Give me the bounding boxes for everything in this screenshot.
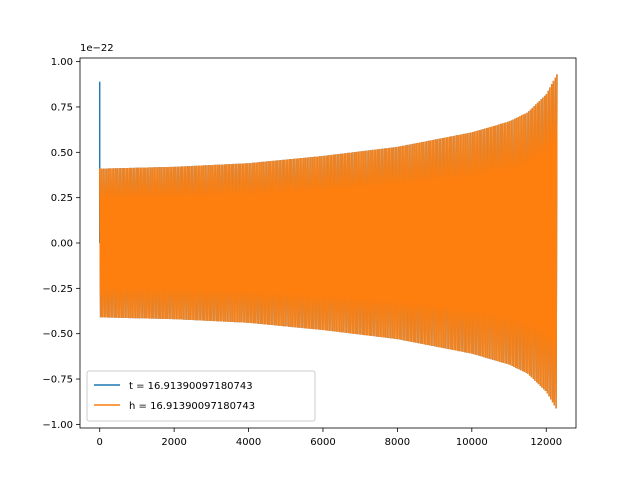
x-tick-label: 0 (97, 437, 103, 448)
y-tick-label: −0.25 (42, 284, 73, 295)
y-tick-label: 0.00 (51, 239, 73, 250)
y-tick-label: 0.50 (51, 148, 73, 159)
y-tick-label: −0.75 (42, 375, 73, 386)
y-axis-ticks: −1.00 −0.75 −0.50 −0.25 0.00 0.25 0.50 0.75 1.00 (42, 57, 80, 431)
y-tick-label: 0.75 (51, 102, 73, 113)
y-tick-label: −0.50 (42, 329, 73, 340)
x-axis-ticks: 0 2000 4000 6000 8000 10000 12000 (97, 428, 562, 448)
legend-label-h: h = 16.91390097180743 (129, 401, 255, 412)
x-tick-label: 4000 (236, 437, 261, 448)
y-tick-label: −1.00 (42, 420, 73, 431)
x-tick-label: 10000 (456, 437, 488, 448)
y-axis-offset-label: 1e−22 (80, 43, 114, 54)
x-tick-label: 2000 (161, 437, 186, 448)
legend-box (86, 370, 316, 422)
series-line-1 (99, 74, 558, 409)
y-tick-label: 1.00 (51, 57, 73, 68)
plot-lines (99, 74, 558, 409)
legend: t = 16.91390097180743 h = 16.91390097180… (86, 370, 316, 422)
x-tick-label: 6000 (310, 437, 335, 448)
y-tick-label: 0.25 (51, 193, 73, 204)
x-tick-label: 12000 (530, 437, 562, 448)
x-tick-label: 8000 (385, 437, 410, 448)
legend-label-t: t = 16.91390097180743 (129, 381, 253, 392)
